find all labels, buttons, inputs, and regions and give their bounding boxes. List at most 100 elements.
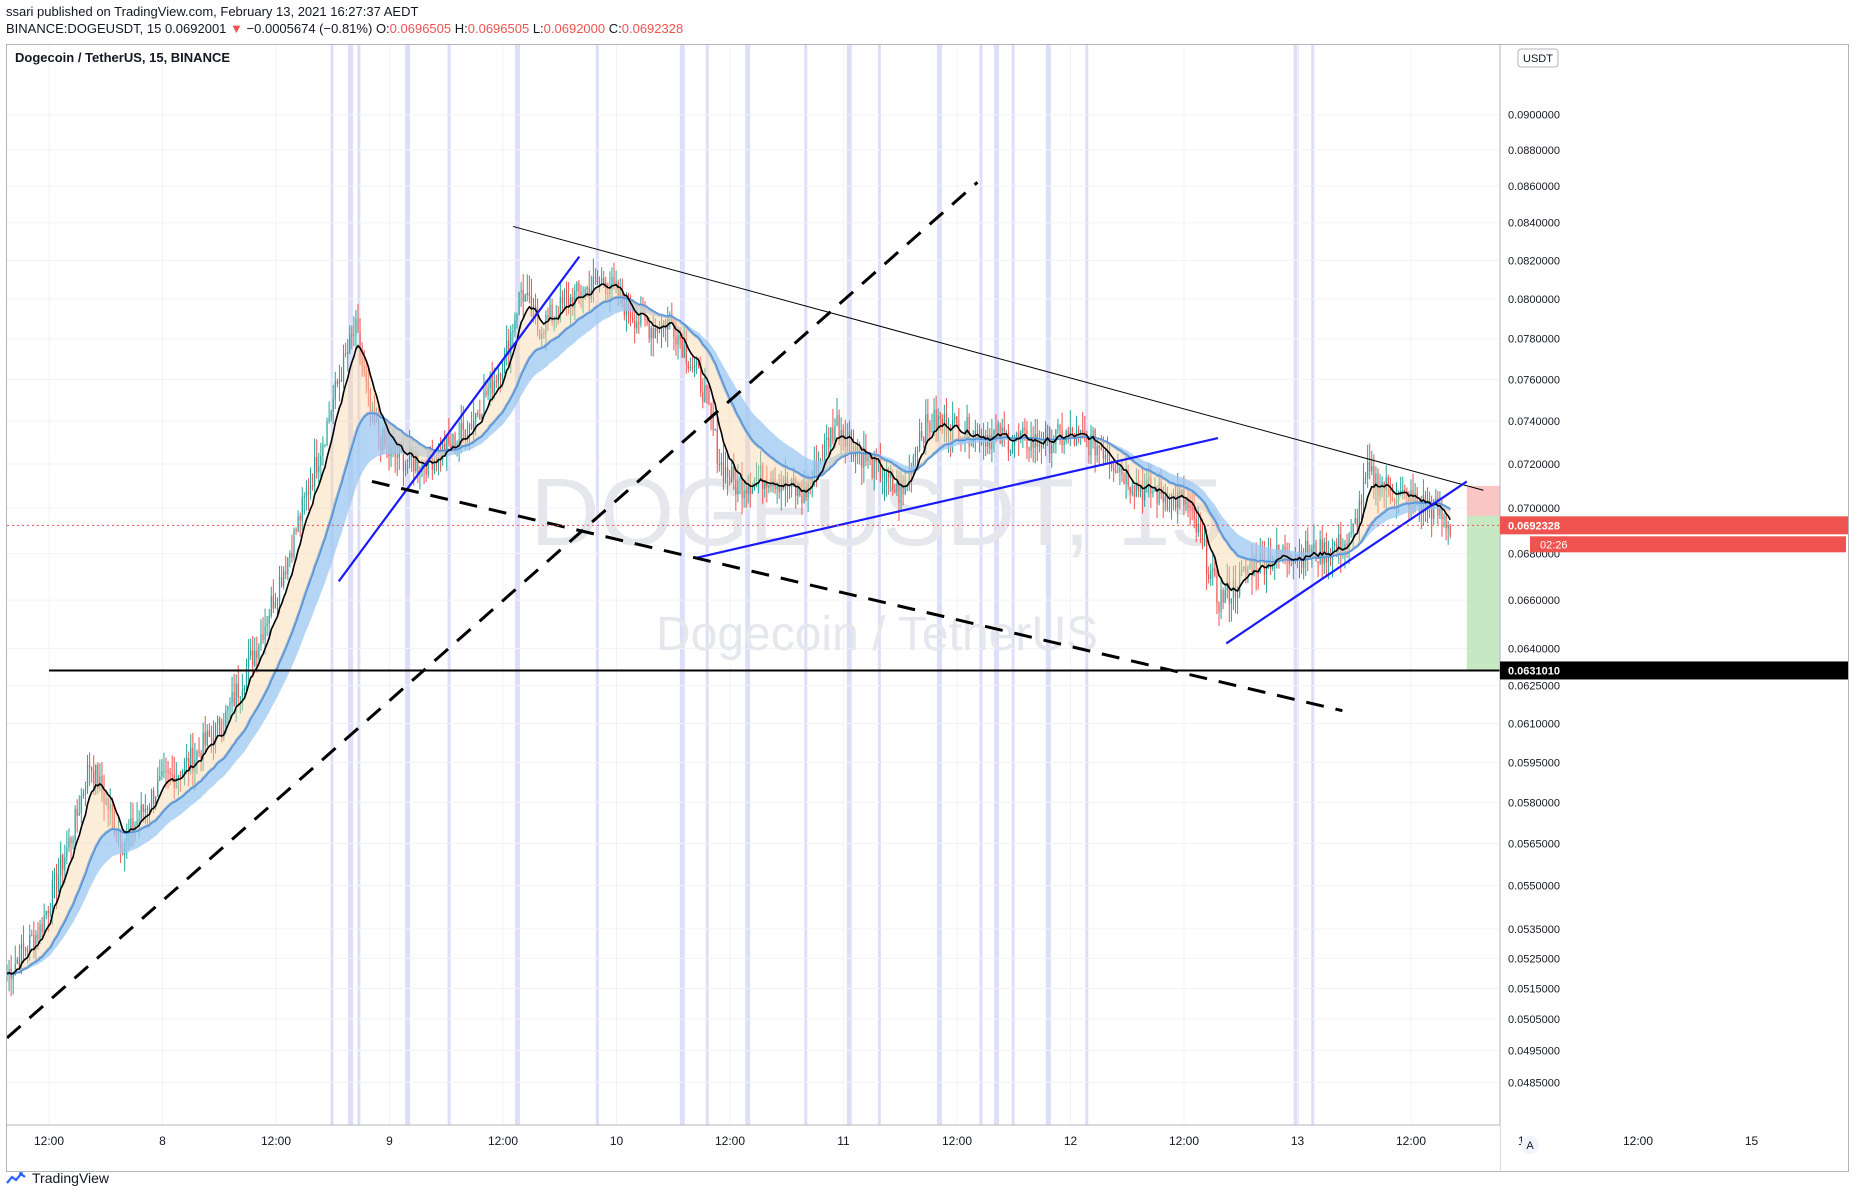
candle-body bbox=[954, 416, 956, 420]
price-chart[interactable]: DOGEUSDT, 15 Dogecoin / TetherUS 0.09000… bbox=[7, 45, 1848, 1171]
candle-body bbox=[1348, 534, 1350, 546]
time-zone-stripe bbox=[994, 45, 1000, 1125]
candle-body bbox=[477, 412, 479, 415]
candle-body bbox=[871, 456, 873, 479]
candle-body bbox=[464, 429, 466, 441]
candle-body bbox=[1104, 454, 1107, 459]
candle-body bbox=[1001, 427, 1003, 444]
candle-body bbox=[491, 374, 493, 394]
candle-body bbox=[541, 333, 543, 339]
candle-body bbox=[318, 466, 320, 473]
candle-body bbox=[673, 321, 675, 338]
candle-body bbox=[898, 482, 900, 503]
candle-body bbox=[1013, 439, 1016, 445]
candle-body bbox=[311, 485, 314, 487]
candle-body bbox=[768, 485, 770, 488]
time-zone-stripe bbox=[979, 45, 983, 1125]
candle-body bbox=[417, 457, 419, 473]
close-label: C: bbox=[608, 21, 622, 36]
price-tick-label: 0.0595000 bbox=[1508, 757, 1560, 769]
price-tick-label: 0.0820000 bbox=[1508, 255, 1560, 267]
candle-body bbox=[1443, 515, 1445, 520]
candle-body bbox=[27, 950, 29, 952]
candle-body bbox=[196, 751, 198, 761]
candle-body bbox=[1106, 454, 1109, 461]
candle-body bbox=[1315, 542, 1317, 562]
candle-body bbox=[1016, 432, 1018, 440]
ribbon-fill bbox=[7, 296, 1451, 974]
time-tick-label: 12:00 bbox=[715, 1134, 745, 1148]
candle-body bbox=[918, 431, 921, 451]
candle-body bbox=[276, 600, 279, 602]
candle-body bbox=[1100, 447, 1102, 450]
time-tick-label: 10 bbox=[610, 1134, 624, 1148]
candle-body bbox=[995, 430, 997, 432]
candle-body bbox=[923, 437, 925, 443]
time-zone-stripe bbox=[936, 45, 942, 1125]
price-tag-bg bbox=[1500, 516, 1848, 535]
candle-body bbox=[1395, 500, 1398, 504]
candle-body bbox=[1226, 581, 1228, 591]
tradingview-footer: TradingView bbox=[6, 1170, 109, 1186]
candle-body bbox=[518, 292, 520, 315]
candle-body bbox=[935, 409, 937, 429]
candle-body bbox=[1210, 570, 1212, 579]
candle-body bbox=[888, 469, 890, 478]
scale-mode-label: A bbox=[1526, 1140, 1534, 1152]
time-zone-stripe bbox=[330, 45, 334, 1125]
candle-body bbox=[37, 934, 39, 940]
candle-body bbox=[952, 419, 954, 440]
candle-body bbox=[947, 435, 950, 437]
price-tick-label: 0.0840000 bbox=[1508, 218, 1560, 230]
candle-body bbox=[1113, 467, 1115, 471]
candle-body bbox=[757, 477, 760, 479]
candle-body bbox=[605, 283, 607, 294]
candle-body bbox=[706, 385, 708, 391]
candle-body bbox=[105, 798, 107, 805]
candle-body bbox=[784, 476, 787, 489]
candle-body bbox=[252, 650, 254, 666]
candle-body bbox=[155, 796, 157, 804]
candle-body bbox=[181, 771, 184, 778]
candle-body bbox=[576, 282, 578, 291]
candle-body bbox=[1042, 446, 1045, 449]
time-tick-label: 12:00 bbox=[942, 1134, 972, 1148]
candle-body bbox=[1123, 474, 1125, 485]
candle-body bbox=[1154, 488, 1156, 492]
candle-body bbox=[528, 292, 530, 297]
candle-body bbox=[406, 460, 409, 463]
candle-body bbox=[912, 456, 915, 475]
candle-body bbox=[78, 813, 80, 816]
candle-body bbox=[596, 277, 599, 283]
candle-body bbox=[1133, 492, 1135, 497]
candle-body bbox=[795, 485, 797, 496]
candle-body bbox=[1020, 432, 1022, 438]
candle-body bbox=[1127, 470, 1129, 487]
candle-body bbox=[1232, 580, 1235, 599]
high-value: 0.0696505 bbox=[467, 21, 530, 36]
candle-body bbox=[433, 458, 436, 471]
candle-body bbox=[258, 645, 260, 659]
candle-body bbox=[1032, 436, 1034, 448]
open-label: O: bbox=[375, 21, 390, 36]
candle-body bbox=[567, 297, 570, 308]
trend-drawings[interactable] bbox=[7, 181, 1500, 1039]
candle-body bbox=[797, 486, 799, 496]
candle-body bbox=[526, 292, 528, 296]
candle-body bbox=[941, 418, 943, 427]
candle-body bbox=[733, 466, 735, 480]
candle-body bbox=[235, 683, 237, 706]
candle-body bbox=[1333, 543, 1336, 547]
candle-body bbox=[848, 431, 851, 437]
ema-fast bbox=[7, 283, 1451, 975]
candle-body bbox=[648, 323, 650, 339]
candle-body bbox=[444, 443, 446, 455]
candle-body bbox=[1170, 493, 1173, 508]
candle-body bbox=[838, 414, 840, 437]
candle-body bbox=[1377, 473, 1379, 496]
candle-body bbox=[603, 278, 605, 284]
ema-fast-line bbox=[7, 283, 1451, 975]
candle-body bbox=[404, 462, 407, 471]
chart-container[interactable]: DOGEUSDT, 15 Dogecoin / TetherUS 0.09000… bbox=[6, 44, 1849, 1172]
candle-body bbox=[45, 911, 47, 916]
